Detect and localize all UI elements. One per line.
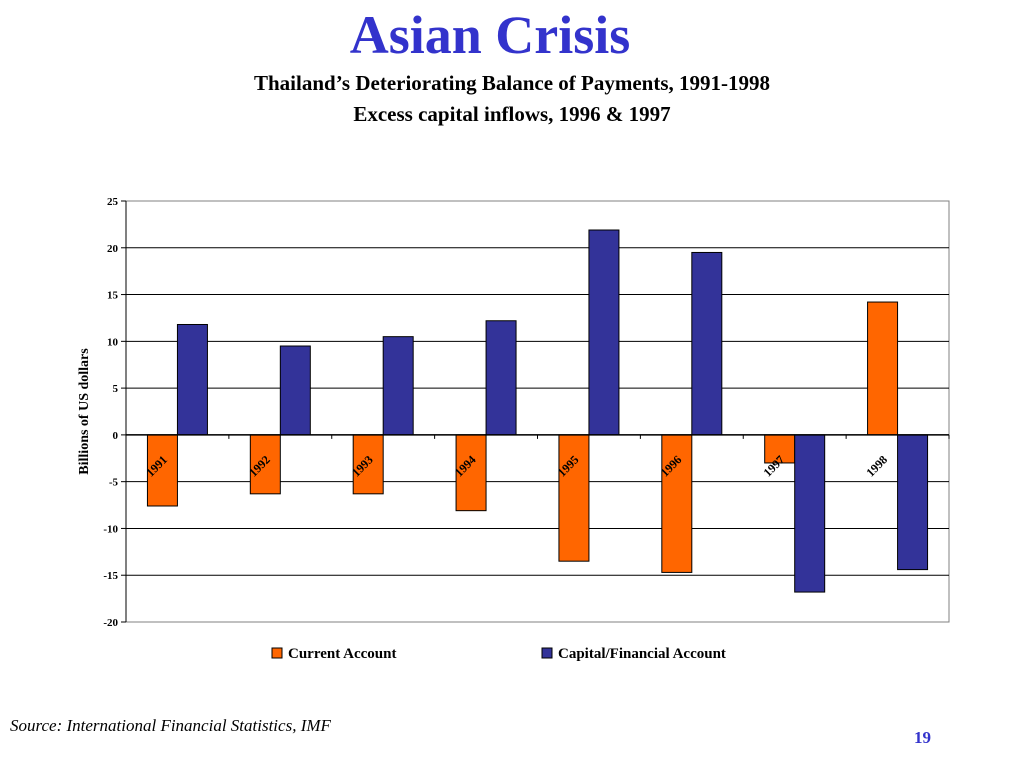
bar-capital-financial-account-1992: [279, 345, 311, 436]
chart-title: Thailand’s Deteriorating Balance of Paym…: [253, 71, 771, 95]
source-note: Source: International Financial Statisti…: [10, 716, 331, 735]
bar-capital-financial-account-1994: [485, 320, 517, 436]
bar-current-account-1992: [249, 434, 281, 495]
bar-capital-financial-account-1997: [794, 434, 826, 593]
y-tick-label: -5: [109, 477, 119, 489]
legend-label: Capital/Financial Account: [558, 646, 726, 662]
bar-current-account-1995: [558, 434, 590, 562]
y-tick-label: 10: [107, 336, 119, 348]
bar-current-account-1998: [867, 301, 899, 436]
bar-capital-financial-account-1995: [588, 229, 620, 436]
bar-capital-financial-account-1991: [176, 323, 208, 436]
legend-swatch-capital-financial-account: [541, 647, 553, 659]
y-tick-label: -15: [103, 570, 118, 582]
y-axis-label: Billions of US dollars: [77, 348, 92, 475]
y-tick-label: 20: [107, 243, 119, 255]
slide-title: Asian Crisis: [349, 5, 631, 65]
y-tick-label: -20: [103, 617, 118, 629]
bar-current-account-1996: [661, 434, 693, 573]
bar-current-account-1991: [146, 434, 178, 507]
bar-capital-financial-account-1993: [382, 336, 414, 436]
y-tick-label: 0: [113, 430, 119, 442]
bar-current-account-1993: [352, 434, 384, 495]
legend-swatch-current-account: [271, 647, 283, 659]
y-tick-label: 5: [113, 383, 119, 395]
bar-chart: 25 20 15 10 5 0 -5 -10 -15 -20 Billions of US doll…: [77, 196, 950, 662]
plot-area: [125, 200, 950, 623]
chart-subtitle: Excess capital inflows, 1996 & 1997: [353, 102, 671, 126]
y-tick-label: 25: [107, 196, 119, 208]
legend-label: Current Account: [288, 646, 396, 662]
bar-capital-financial-account-1996: [691, 251, 723, 436]
bar-capital-financial-account-1998: [897, 434, 929, 571]
y-tick-label: 15: [107, 290, 119, 302]
page-number: 19: [914, 728, 931, 747]
y-tick-label: -10: [103, 523, 118, 535]
